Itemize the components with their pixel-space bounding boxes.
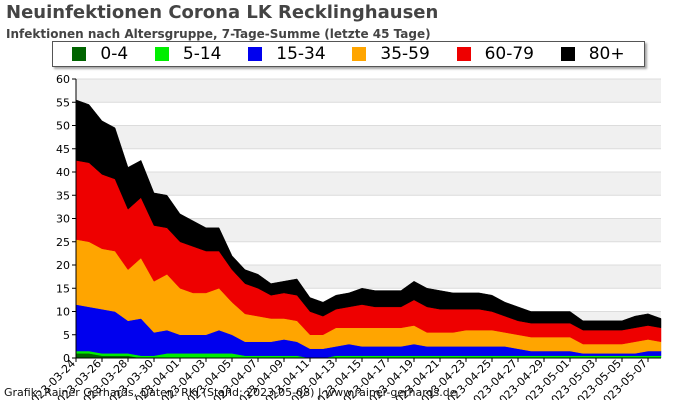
chart-title: Neuinfektionen Corona LK Recklinghausen [6, 2, 439, 23]
y-tick-label: 45 [56, 143, 70, 156]
legend-label: 5-14 [182, 44, 222, 64]
legend-swatch [560, 47, 575, 61]
grid-band [76, 195, 661, 219]
y-tick-label: 55 [56, 96, 70, 109]
legend-item-0-4: 0-4 [72, 44, 128, 64]
grid-band [76, 148, 661, 172]
legend-item-35-59: 35-59 [352, 44, 430, 64]
legend-item-15-34: 15-34 [248, 44, 326, 64]
legend-swatch [72, 47, 87, 61]
legend-swatch [456, 47, 471, 61]
grid-band [76, 79, 661, 103]
y-tick-label: 15 [56, 282, 70, 295]
y-tick-label: 0 [63, 352, 70, 365]
grid-band [76, 102, 661, 126]
legend-swatch [154, 47, 169, 61]
grid-band [76, 172, 661, 196]
y-axis-ticks: 0 5 10 15 20 25 30 35 40 45 50 55 60 [56, 73, 76, 365]
legend-swatch [248, 47, 263, 61]
y-tick-label: 20 [56, 259, 70, 272]
legend-swatch [352, 47, 367, 61]
legend-label: 80+ [588, 44, 625, 64]
legend-label: 15-34 [276, 44, 326, 64]
legend-item-60-79: 60-79 [456, 44, 534, 64]
legend-label: 60-79 [484, 44, 534, 64]
legend-label: 0-4 [100, 44, 129, 64]
chart-legend: 0-4 5-14 15-34 35-59 60-79 80+ [52, 41, 645, 67]
y-tick-label: 25 [56, 236, 70, 249]
x-axis-ticks: 2023-03-242023-03-262023-03-282023-03-30… [24, 357, 650, 400]
y-tick-label: 60 [56, 73, 70, 86]
y-tick-label: 40 [56, 166, 70, 179]
chart-subtitle: Infektionen nach Altersgruppe, 7-Tage-Su… [6, 27, 431, 41]
legend-item-80plus: 80+ [560, 44, 625, 64]
y-tick-label: 50 [56, 120, 70, 133]
grid-band [76, 125, 661, 149]
area-series-80plus [75, 99, 662, 331]
y-tick-label: 10 [56, 306, 70, 319]
legend-item-5-14: 5-14 [154, 44, 222, 64]
y-tick-label: 35 [56, 189, 70, 202]
legend-label: 35-59 [380, 44, 430, 64]
chart-credit: Grafik: Rainer Gerhards, Daten: RKI (Sta… [4, 386, 457, 399]
y-tick-label: 30 [56, 213, 70, 226]
y-tick-label: 5 [63, 329, 70, 342]
